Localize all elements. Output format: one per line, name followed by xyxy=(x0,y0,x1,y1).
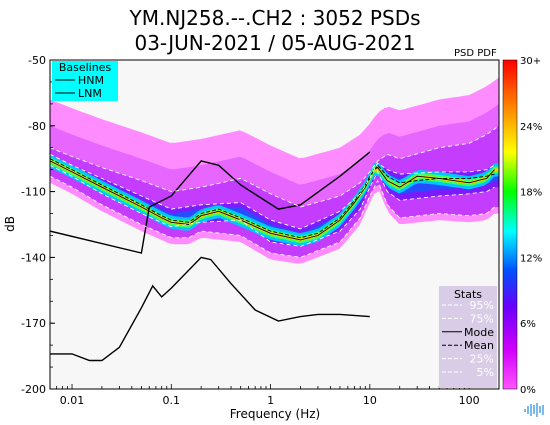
legend-lnm-label: LNM xyxy=(78,87,102,100)
x-axis-label: Frequency (Hz) xyxy=(230,407,321,421)
series-lnm-line xyxy=(50,256,370,362)
psd-pdf-heatmap xyxy=(50,77,499,264)
colorbar xyxy=(502,59,518,390)
series-mean-line xyxy=(50,158,495,239)
stats-legend-label: 5% xyxy=(477,366,494,379)
colorbar-tick-label: 6% xyxy=(520,319,536,330)
baselines-legend: Baselines HNM LNM xyxy=(52,61,118,101)
baselines-legend-box xyxy=(52,61,118,101)
x-tick-label: 0.01 xyxy=(60,394,85,407)
y-tick-label: -80 xyxy=(28,120,46,133)
series-75pct-line xyxy=(50,153,495,230)
x-tick-label: 100 xyxy=(459,394,480,407)
y-axis: -50 -80 -110 -140 -170 -200 xyxy=(21,54,55,396)
x-tick-label: 0.1 xyxy=(163,394,181,407)
colorbar-tick-label: 30+ xyxy=(520,56,541,67)
psd-lines xyxy=(50,125,499,362)
colorbar-tick-label: 12% xyxy=(520,253,542,264)
waveform-logo-icon xyxy=(522,398,548,423)
stats-legend-label: 25% xyxy=(470,353,494,366)
y-tick-label: -50 xyxy=(28,54,46,67)
y-tick-label: -110 xyxy=(21,186,46,199)
series-mode-line xyxy=(50,160,495,241)
colorbar-tick-label: 24% xyxy=(520,122,542,133)
y-tick-label: -140 xyxy=(21,251,46,264)
series-25pct-line xyxy=(50,164,495,247)
stats-legend-label: Mode xyxy=(464,326,494,339)
colorbar-ticks: 30+ 24% 18% 12% 6% 0% xyxy=(520,56,542,396)
stats-legend-label: 75% xyxy=(470,312,494,325)
chart-title-line1: YM.NJ258.--.CH2 : 3052 PSDs xyxy=(128,6,420,30)
series-5pct-line xyxy=(50,175,495,258)
series-hnm-line xyxy=(50,151,371,254)
colorbar-tick-label: 18% xyxy=(520,188,542,199)
plot-frame xyxy=(49,59,500,390)
x-axis: 0.01 0.1 1 10 100 xyxy=(49,384,500,407)
x-tick-label: 10 xyxy=(363,394,377,407)
chart-title-line2: 03-JUN-2021 / 05-AUG-2021 xyxy=(134,31,415,55)
stats-legend-title: Stats xyxy=(454,288,482,301)
stats-legend-label: 95% xyxy=(470,299,494,312)
y-axis-label: dB xyxy=(3,216,17,232)
x-tick-label: 1 xyxy=(267,394,274,407)
legend-hnm-label: HNM xyxy=(78,74,104,87)
y-tick-label: -170 xyxy=(21,317,46,330)
y-tick-label: -200 xyxy=(21,383,46,396)
baselines-legend-title: Baselines xyxy=(59,61,112,74)
stats-legend-label: Mean xyxy=(464,339,494,352)
colorbar-tick-label: 0% xyxy=(520,385,536,396)
stats-legend-box xyxy=(439,286,497,388)
colorbar-label: PSD PDF xyxy=(454,48,497,59)
